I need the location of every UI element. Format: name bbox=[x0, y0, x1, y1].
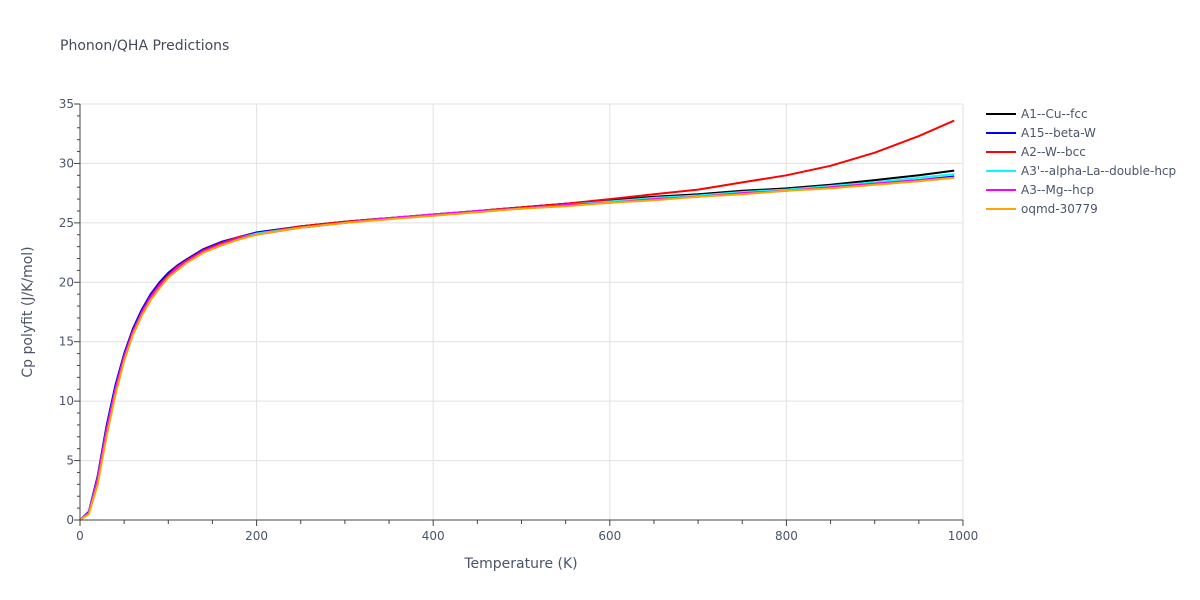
series-layer bbox=[79, 119, 955, 521]
legend-item[interactable]: A3'--alpha-La--double-hcp bbox=[986, 164, 1176, 178]
x-tick-label: 800 bbox=[775, 529, 798, 543]
series-line-3 bbox=[79, 173, 955, 521]
legend-label: oqmd-30779 bbox=[1021, 202, 1098, 216]
series-line-4 bbox=[79, 176, 955, 521]
gridlines bbox=[80, 103, 964, 520]
legend-label: A3--Mg--hcp bbox=[1021, 183, 1094, 197]
y-axis-title: Cp polyfit (J/K/mol) bbox=[20, 246, 36, 377]
legend-label: A3'--alpha-La--double-hcp bbox=[1021, 164, 1176, 178]
series-line-1 bbox=[79, 175, 955, 521]
legend-item[interactable]: A2--W--bcc bbox=[986, 145, 1086, 159]
y-tick-label: 30 bbox=[59, 156, 74, 170]
legend-item[interactable]: A15--beta-W bbox=[986, 126, 1096, 140]
legend-label: A2--W--bcc bbox=[1021, 145, 1086, 159]
legend-label: A1--Cu--fcc bbox=[1021, 107, 1088, 121]
y-tick-label: 35 bbox=[59, 97, 74, 111]
x-tick-label: 1000 bbox=[948, 529, 979, 543]
legend-item[interactable]: A3--Mg--hcp bbox=[986, 183, 1094, 197]
x-tick-label: 600 bbox=[598, 529, 621, 543]
y-tick-label: 10 bbox=[59, 394, 74, 408]
y-tick-label: 15 bbox=[59, 335, 74, 349]
x-axis-title: Temperature (K) bbox=[463, 556, 577, 572]
y-tick-label: 25 bbox=[59, 216, 74, 230]
y-tick-label: 20 bbox=[59, 275, 74, 289]
y-tick-label: 5 bbox=[66, 454, 74, 468]
chart-title: Phonon/QHA Predictions bbox=[60, 38, 229, 54]
x-tick-label: 0 bbox=[76, 529, 84, 543]
legend-item[interactable]: A1--Cu--fcc bbox=[986, 107, 1088, 121]
legend[interactable]: A1--Cu--fcc A15--beta-W A2--W--bcc A3'--alp… bbox=[986, 107, 1176, 216]
y-tick-label: 0 bbox=[66, 513, 74, 527]
series-line-5 bbox=[79, 176, 955, 521]
axes: 0 200 400 600 800 1000 0 5 10 15 20 25 30 35 bbox=[59, 97, 979, 543]
x-tick-label: 400 bbox=[422, 529, 445, 543]
legend-label: A15--beta-W bbox=[1021, 126, 1096, 140]
legend-item[interactable]: oqmd-30779 bbox=[986, 202, 1098, 216]
x-tick-label: 200 bbox=[245, 529, 268, 543]
